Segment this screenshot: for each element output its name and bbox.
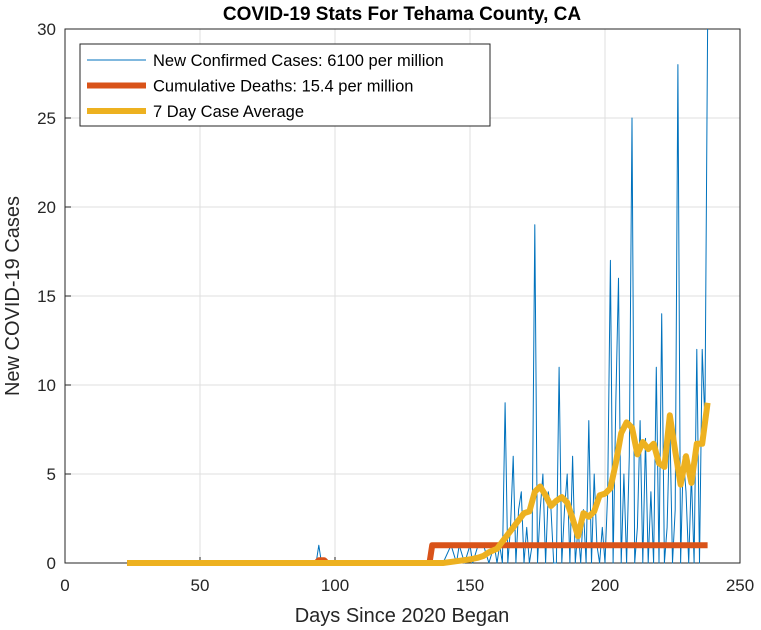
x-tick-label-4: 200 <box>591 576 619 595</box>
x-axis-label: Days Since 2020 Began <box>295 605 510 627</box>
y-tick-label-2: 10 <box>37 376 56 395</box>
y-tick-label-4: 20 <box>37 198 56 217</box>
legend-label-2: 7 Day Case Average <box>153 103 304 121</box>
legend-box <box>79 43 491 127</box>
legend: New Confirmed Cases: 6100 per million Cum… <box>79 43 491 127</box>
y-tick-label-3: 15 <box>37 287 56 306</box>
chart-title: COVID-19 Stats For Tehama County, CA <box>223 4 582 25</box>
plot-area: 0 50 100 150 200 250 0 5 10 15 20 25 30 New Confirmed… <box>37 20 754 595</box>
x-tick-label-0: 0 <box>60 576 69 595</box>
x-tick-label-1: 50 <box>191 576 210 595</box>
y-axis-label: New COVID-19 Cases <box>2 196 24 396</box>
legend-label-0: New Confirmed Cases: 6100 per million <box>153 52 444 70</box>
y-tick-label-5: 25 <box>37 109 56 128</box>
y-tick-label-1: 5 <box>47 465 56 484</box>
y-tick-label-6: 30 <box>37 20 56 39</box>
x-tick-label-5: 250 <box>726 576 754 595</box>
x-tick-label-2: 100 <box>321 576 349 595</box>
legend-label-1: Cumulative Deaths: 15.4 per million <box>153 78 413 96</box>
series-line-2 <box>127 402 711 566</box>
y-tick-label-0: 0 <box>47 554 56 573</box>
x-tick-label-3: 150 <box>456 576 484 595</box>
